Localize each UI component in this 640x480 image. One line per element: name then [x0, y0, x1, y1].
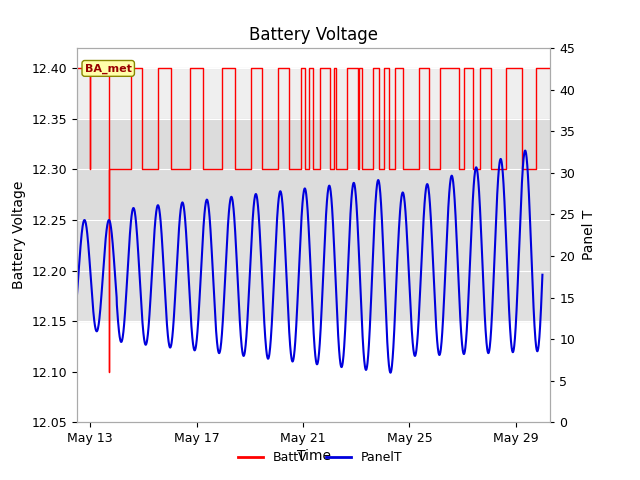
Bar [77, 68, 550, 220]
X-axis label: Time: Time [296, 449, 331, 463]
Y-axis label: Battery Voltage: Battery Voltage [12, 181, 26, 289]
Text: BA_met: BA_met [84, 63, 132, 73]
Legend: BattV, PanelT: BattV, PanelT [232, 446, 408, 469]
Bar [77, 119, 550, 321]
Y-axis label: Panel T: Panel T [582, 210, 596, 260]
Title: Battery Voltage: Battery Voltage [249, 25, 378, 44]
